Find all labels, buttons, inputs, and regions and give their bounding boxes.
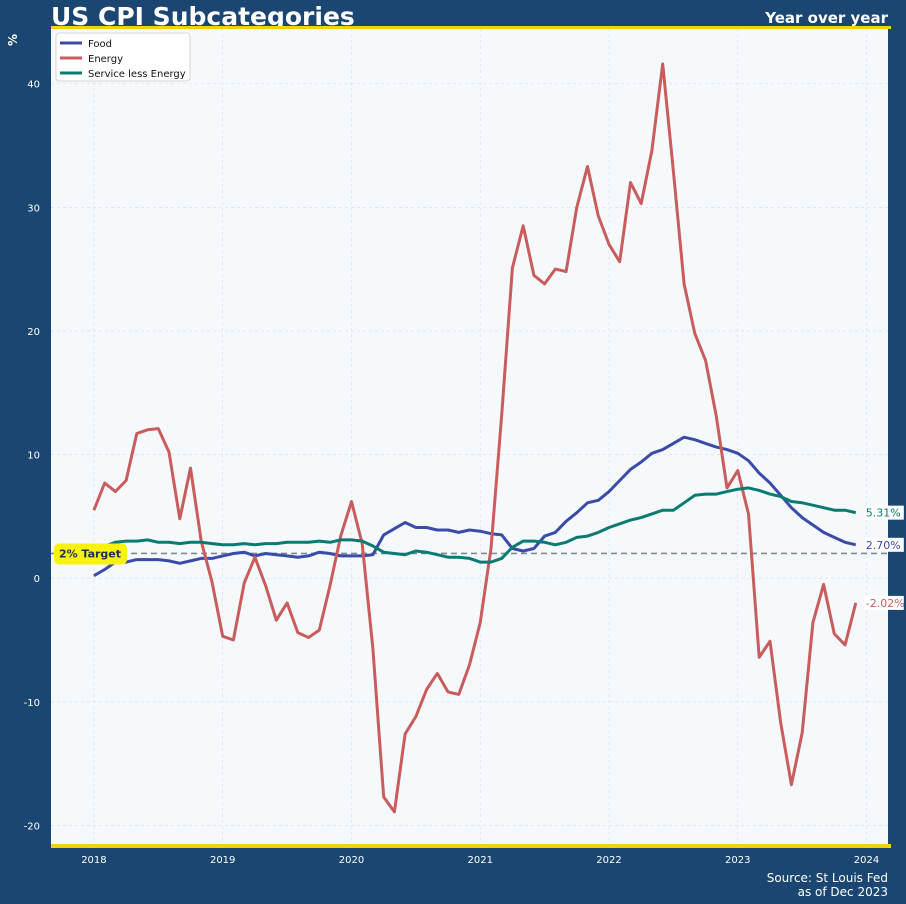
end-value-label: -2.02% [866, 597, 905, 610]
y-tick-label: -10 [24, 698, 40, 709]
x-tick-label: 2019 [210, 855, 235, 866]
top-border [51, 26, 891, 29]
y-tick-label: 0 [34, 574, 40, 585]
end-value-label: 5.31% [866, 507, 901, 520]
y-tick-label: 20 [27, 327, 40, 338]
x-tick-label: 2024 [854, 855, 879, 866]
y-tick-label: -20 [24, 821, 40, 832]
target-label: 2% Target [59, 547, 121, 560]
y-tick-label: 30 [27, 203, 40, 214]
x-tick-label: 2022 [596, 855, 621, 866]
legend-entry: Service less Energy [88, 69, 186, 80]
series-line-service-less-energy [93, 486, 857, 564]
plot-area [51, 28, 888, 844]
legend-entry: Energy [88, 54, 123, 65]
end-label-bg [863, 505, 904, 520]
y-tick-label: 40 [27, 80, 40, 91]
x-tick-label: 2023 [725, 855, 750, 866]
legend-entry: Food [88, 39, 112, 50]
x-tick-label: 2018 [81, 855, 106, 866]
target-badge [54, 543, 127, 565]
bottom-border [51, 844, 891, 848]
legend-box [55, 32, 191, 82]
x-tick-label: 2020 [339, 855, 364, 866]
source-note: Source: St Louis Fed as of Dec 2023 [767, 871, 888, 899]
chart-subtitle: Year over year [765, 9, 888, 27]
series-line-energy [92, 62, 858, 814]
x-tick-label: 2021 [468, 855, 493, 866]
as-of-line: as of Dec 2023 [797, 885, 888, 899]
source-line: Source: St Louis Fed [766, 871, 888, 885]
end-label-bg [863, 537, 904, 552]
series-line-food [93, 435, 857, 578]
end-value-label: 2.70% [866, 539, 901, 552]
end-label-bg [863, 595, 904, 610]
y-tick-label: 10 [27, 451, 40, 462]
